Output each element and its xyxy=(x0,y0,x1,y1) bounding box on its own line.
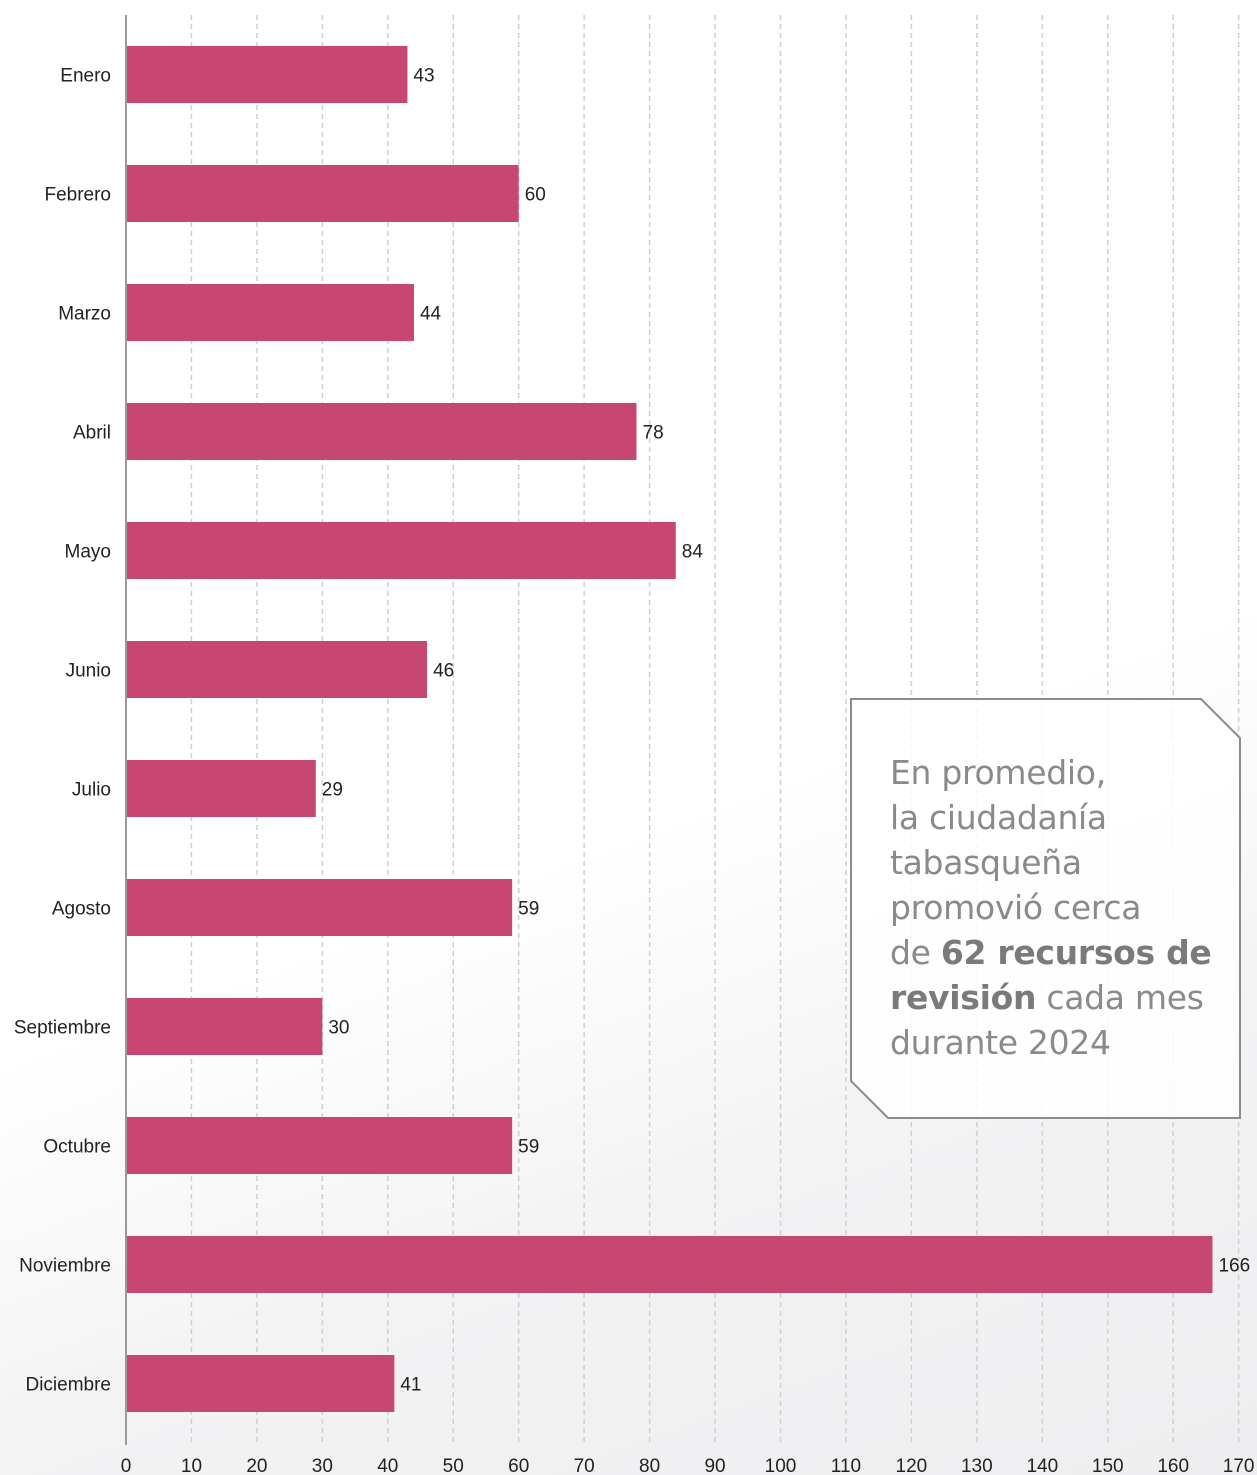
callout-line: En promedio, xyxy=(890,753,1106,792)
value-label: 43 xyxy=(413,66,434,87)
x-tick-label: 60 xyxy=(508,1456,529,1475)
value-label: 44 xyxy=(420,304,442,325)
category-label: Junio xyxy=(66,661,111,682)
value-label: 41 xyxy=(400,1375,421,1396)
callout-border xyxy=(850,698,1241,1119)
callout-line: promovió cerca xyxy=(890,888,1142,927)
callout-line: tabasqueña xyxy=(890,843,1082,882)
callout-line: durante 2024 xyxy=(890,1023,1111,1062)
category-labels: Enero Febrero Marzo Abril Mayo Junio Julio Agos… xyxy=(14,66,111,1396)
value-label: 30 xyxy=(328,1018,349,1039)
value-label: 59 xyxy=(518,899,539,920)
x-tick-label: 30 xyxy=(312,1456,333,1475)
bar xyxy=(126,1117,513,1174)
bar xyxy=(126,1355,395,1412)
category-label: Marzo xyxy=(58,304,111,325)
bar xyxy=(126,998,323,1055)
bars xyxy=(126,46,1213,1412)
callout-line: de xyxy=(890,933,941,972)
value-label: 84 xyxy=(682,542,704,563)
value-label: 166 xyxy=(1218,1256,1250,1277)
bar xyxy=(126,165,519,222)
bar xyxy=(126,879,513,936)
x-tick-label: 10 xyxy=(181,1456,202,1475)
x-tick-labels: 0 10 20 30 40 50 60 70 80 90 100 110 120 130 140 150 160… xyxy=(121,1456,1255,1475)
x-tick-label: 130 xyxy=(961,1456,993,1475)
x-tick-label: 80 xyxy=(639,1456,660,1475)
category-label: Abril xyxy=(73,423,111,444)
category-label: Noviembre xyxy=(19,1256,111,1277)
x-tick-label: 0 xyxy=(121,1456,132,1475)
callout-line: cada mes xyxy=(1036,978,1204,1017)
callout-text: En promedio, la ciudadanía tabasqueña pr… xyxy=(890,750,1235,1065)
x-tick-label: 160 xyxy=(1157,1456,1189,1475)
value-label: 78 xyxy=(643,423,664,444)
x-tick-label: 20 xyxy=(246,1456,267,1475)
x-tick-label: 140 xyxy=(1026,1456,1058,1475)
x-tick-label: 40 xyxy=(377,1456,398,1475)
bar xyxy=(126,1236,1213,1293)
category-label: Agosto xyxy=(52,899,111,920)
x-tick-label: 50 xyxy=(443,1456,464,1475)
x-tick-label: 70 xyxy=(574,1456,595,1475)
callout-line: la ciudadanía xyxy=(890,798,1107,837)
category-label: Diciembre xyxy=(25,1375,111,1396)
x-tick-label: 150 xyxy=(1092,1456,1124,1475)
callout-highlight: 62 recursos de xyxy=(940,933,1212,972)
x-tick-label: 170 xyxy=(1223,1456,1255,1475)
bar xyxy=(126,641,428,698)
x-tick-label: 90 xyxy=(704,1456,725,1475)
value-label: 60 xyxy=(525,185,546,206)
x-tick-label: 110 xyxy=(831,1456,861,1475)
bar xyxy=(126,46,408,103)
category-label: Septiembre xyxy=(14,1018,111,1039)
category-label: Octubre xyxy=(43,1137,111,1158)
bar xyxy=(126,760,316,817)
x-tick-label: 120 xyxy=(896,1456,928,1475)
category-label: Julio xyxy=(72,780,111,801)
value-labels: 43 60 44 78 84 46 29 59 30 59 166 41 xyxy=(322,66,1250,1396)
category-label: Mayo xyxy=(65,542,111,563)
value-label: 59 xyxy=(518,1137,539,1158)
value-label: 46 xyxy=(433,661,454,682)
callout-highlight: revisión xyxy=(890,978,1037,1017)
bar xyxy=(126,284,414,341)
value-label: 29 xyxy=(322,780,343,801)
bar xyxy=(126,403,637,460)
callout-box: En promedio, la ciudadanía tabasqueña pr… xyxy=(850,698,1241,1119)
category-label: Enero xyxy=(60,66,111,87)
category-label: Febrero xyxy=(44,185,111,206)
x-tick-label: 100 xyxy=(765,1456,797,1475)
bar xyxy=(126,522,676,579)
